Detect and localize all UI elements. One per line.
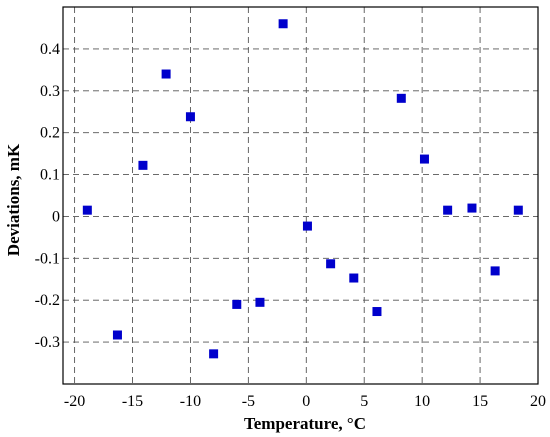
data-point: [326, 259, 336, 269]
y-axis-ticks: -0.3 -0.2 -0.1 0 0.1 0.2 0.3 0.4: [35, 41, 60, 351]
data-point: [185, 112, 195, 122]
data-point: [278, 19, 288, 29]
x-axis-label: Temperature, °C: [244, 414, 366, 433]
x-tick-label: -15: [122, 393, 143, 410]
x-tick-label: 5: [360, 393, 368, 410]
data-point: [490, 266, 500, 276]
data-point: [419, 154, 429, 164]
x-tick-label: 0: [302, 393, 310, 410]
plot-frame: [62, 6, 539, 385]
x-axis-ticks: -20 -15 -10 -5 0 5 10 15 20: [64, 393, 546, 410]
data-point: [372, 307, 382, 317]
x-tick-label: -10: [180, 393, 201, 410]
data-point: [112, 330, 122, 340]
y-tick-label: 0.1: [40, 167, 60, 184]
y-tick-label: 0.4: [40, 41, 60, 58]
data-point: [82, 205, 92, 215]
y-axis-label: Deviations, mK: [4, 143, 23, 256]
data-point: [161, 69, 171, 79]
grid-lines: [63, 7, 538, 384]
y-tick-label: -0.2: [35, 292, 60, 309]
y-tick-label: -0.1: [35, 250, 60, 267]
data-point: [232, 299, 242, 309]
data-point: [396, 93, 406, 103]
x-tick-label: 20: [530, 393, 546, 410]
x-tick-label: -5: [242, 393, 255, 410]
data-point: [467, 203, 477, 213]
data-point: [513, 205, 523, 215]
y-tick-label: 0: [52, 208, 60, 225]
data-point: [255, 297, 265, 307]
x-tick-label: 15: [472, 393, 488, 410]
x-tick-label: -20: [64, 393, 85, 410]
data-point: [302, 221, 312, 231]
y-tick-label: 0.3: [40, 83, 60, 100]
data-points: [82, 19, 523, 359]
y-tick-label: -0.3: [35, 334, 60, 351]
y-tick-label: 0.2: [40, 125, 60, 142]
data-point: [349, 273, 359, 283]
data-point: [138, 160, 148, 170]
data-point: [209, 349, 219, 359]
data-point: [443, 205, 453, 215]
x-tick-label: 10: [414, 393, 430, 410]
